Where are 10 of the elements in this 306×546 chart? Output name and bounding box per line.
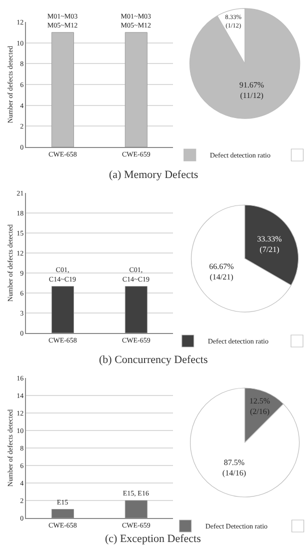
text: (b) Concurrency Defects [99,354,208,366]
data-label: 91.67% (11/12) [239,80,264,100]
pie-slice [189,8,300,119]
text: (c) Exception Defects [105,533,201,545]
data-label: 12.5% (2/16) [249,396,270,416]
data-label: 33.33% (7/21) [257,234,282,254]
pie-slice [190,388,300,498]
data-label: 87.5% (14/16) [222,458,246,478]
data-label: 66.67% (14/21) [209,262,234,282]
text: (a) Memory Defects [109,169,198,181]
